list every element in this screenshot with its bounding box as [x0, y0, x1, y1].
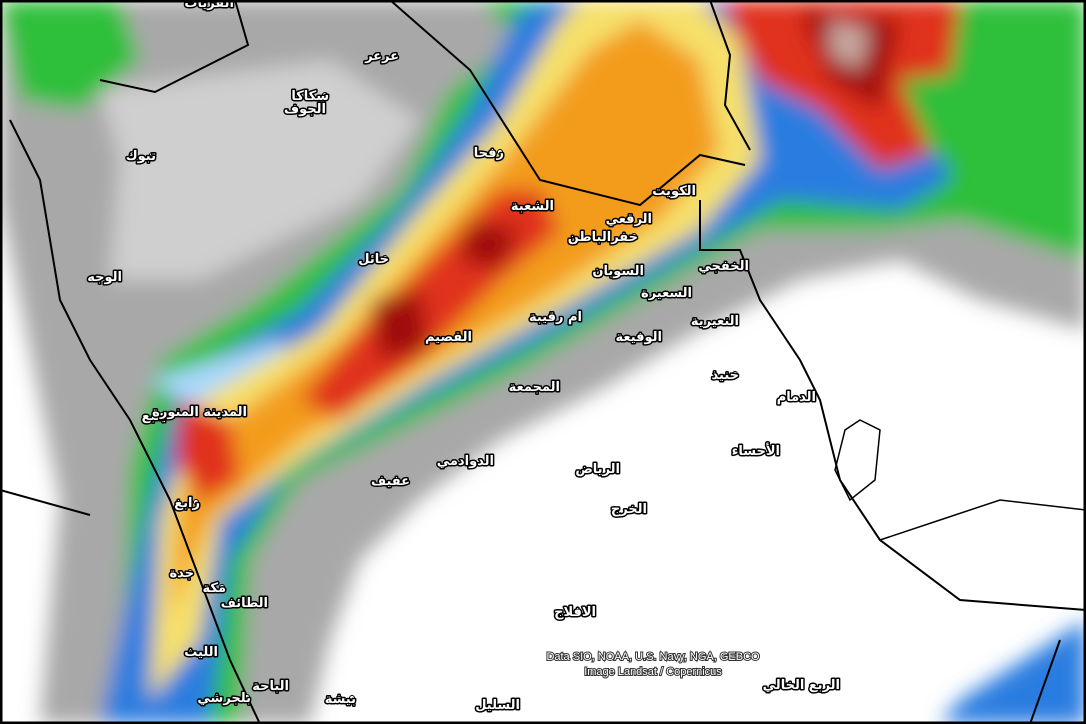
city-dot — [487, 457, 493, 463]
city-dot — [261, 599, 267, 605]
city-dot — [403, 477, 409, 483]
city-dot — [465, 333, 471, 339]
city-dot — [833, 681, 839, 687]
attribution: Data SIO, NOAA, U.S. Navy, NGA, GEBCO Im… — [545, 650, 761, 679]
city-label: الليث — [184, 645, 218, 660]
city-dot — [187, 569, 193, 575]
city-label: القريات — [184, 0, 234, 11]
city-label: مكة — [203, 581, 227, 596]
city-label: السليل — [475, 698, 520, 713]
attribution-text: Image Landsat / Copernicus — [584, 666, 722, 678]
city-label: عفيف — [371, 474, 410, 489]
city-dot — [613, 465, 619, 471]
city-label: رابغ — [174, 496, 200, 511]
city-label: الخفجي — [698, 259, 749, 274]
city-label: الكويت — [652, 184, 696, 199]
city-label: الدمام — [777, 390, 816, 405]
city-dot — [773, 447, 779, 453]
city-dot — [211, 648, 217, 654]
city-label: الافلاج — [554, 605, 596, 620]
city-dot — [513, 701, 519, 707]
city-dot — [631, 233, 637, 239]
city-label: حائل — [358, 252, 389, 267]
city-dot — [244, 694, 250, 700]
city-dot — [319, 105, 325, 111]
city-dot — [742, 262, 748, 268]
city-label: الوجه — [87, 270, 122, 285]
city-dot — [637, 267, 643, 273]
city-dot — [732, 371, 738, 377]
city-dot — [149, 152, 155, 158]
city-label: الشعبة — [511, 199, 554, 214]
city-label: الربع الخالي — [763, 678, 840, 693]
city-label: حنيذ — [712, 368, 740, 383]
city-dot — [685, 289, 691, 295]
city-label: الطائف — [221, 596, 268, 611]
city-label: الأحساء — [732, 442, 780, 459]
attribution-text: Data SIO, NOAA, U.S. Navy, NGA, GEBCO — [546, 651, 760, 663]
city-dot — [640, 505, 646, 511]
city-dot — [809, 393, 815, 399]
city-label: تبوك — [126, 149, 156, 164]
city-dot — [645, 215, 651, 221]
city-label: سكاكا — [291, 89, 329, 104]
city-label: الوفيعة — [615, 330, 662, 345]
city-dot — [497, 149, 503, 155]
city-label: عرعر — [364, 49, 399, 64]
city-dot — [193, 499, 199, 505]
city-dot — [547, 202, 553, 208]
city-label: ام رقيبة — [529, 310, 582, 325]
city-label: الباحة — [252, 679, 289, 694]
city-label: ينبع — [142, 409, 166, 424]
city-label: الدوادمي — [437, 454, 494, 469]
city-label: جدة — [169, 566, 194, 581]
city-label: حفرالباطن — [568, 230, 638, 245]
city-label: بيشة — [325, 692, 356, 707]
city-label: السوبان — [592, 264, 644, 279]
city-label: المجمعة — [509, 380, 560, 395]
city-label: النعيرية — [691, 314, 739, 329]
city-label: رفحا — [474, 146, 504, 161]
city-dot — [732, 317, 738, 323]
city-label: الخرج — [611, 502, 647, 517]
city-label: القصيم — [425, 330, 472, 345]
city-dot — [553, 383, 559, 389]
city-dot — [349, 695, 355, 701]
city-label: الرقعي — [606, 212, 652, 227]
city-dot — [575, 313, 581, 319]
city-dot — [392, 52, 398, 58]
city-label: المدينة المنورة — [152, 405, 247, 420]
city-label: السعيرة — [641, 286, 692, 301]
city-dot — [219, 584, 225, 590]
city-label: الرياض — [575, 462, 620, 477]
city-dot — [115, 273, 121, 279]
city-dot — [589, 608, 595, 614]
city-dot — [382, 255, 388, 261]
city-dot — [159, 412, 165, 418]
city-label: بلجرشي — [197, 691, 251, 706]
coastline — [834, 419, 1086, 541]
city-dot — [655, 333, 661, 339]
city-dot — [282, 682, 288, 688]
city-dot — [240, 408, 246, 414]
city-label: الجوف — [284, 102, 326, 117]
city-dot — [322, 92, 328, 98]
city-dot — [689, 187, 695, 193]
